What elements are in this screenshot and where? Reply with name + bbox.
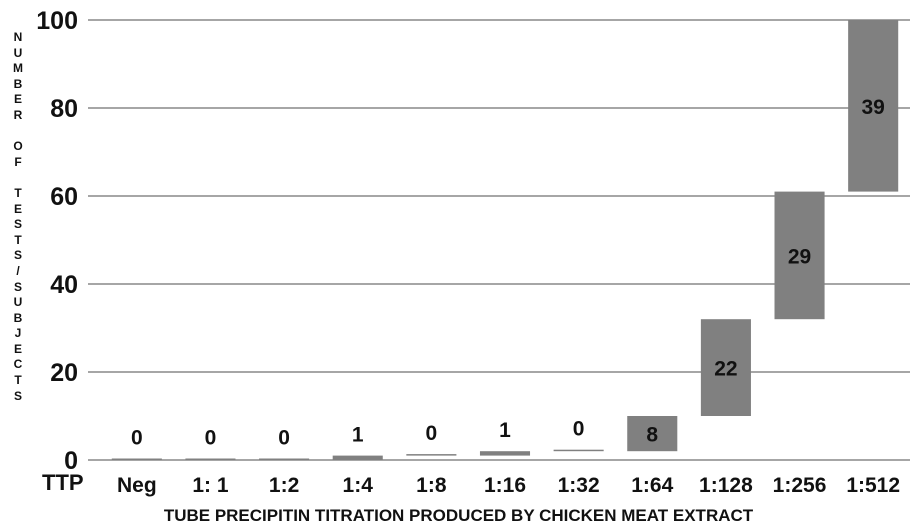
y-tick-label: 40 — [50, 271, 78, 299]
bar-1-256 — [774, 191, 825, 320]
bar-1-32 — [553, 449, 604, 452]
x-tick-label: 1:512 — [846, 474, 900, 497]
y-tick-label: 80 — [50, 95, 78, 123]
bar-1-2 — [259, 458, 310, 460]
data-label: 0 — [131, 427, 143, 450]
x-tick-label: Neg — [117, 474, 157, 497]
bar-1-512 — [848, 20, 899, 192]
x-axis-prefix-label: TTP — [42, 470, 84, 495]
x-tick-label: 1:64 — [631, 474, 673, 497]
x-tick-label: 1: 1 — [192, 474, 229, 497]
data-label: 1 — [499, 419, 511, 442]
bar-1-128 — [700, 319, 751, 416]
bar-1-16 — [479, 451, 531, 456]
y-tick-label: 0 — [64, 447, 78, 475]
x-tick-label: 1:4 — [343, 474, 374, 497]
data-label: 29 — [788, 245, 811, 268]
y-tick-label: 60 — [50, 183, 78, 211]
data-label: 0 — [426, 422, 438, 445]
bar-neg — [111, 458, 162, 460]
x-tick-label: 1:32 — [558, 474, 600, 497]
x-tick-label: 1:16 — [484, 474, 526, 497]
x-tick-label: 1:8 — [416, 474, 447, 497]
x-axis-title: TUBE PRECIPITIN TITRATION PRODUCED BY CH… — [163, 506, 754, 525]
bar-1-64 — [627, 416, 678, 452]
data-label: 0 — [205, 427, 217, 450]
x-tick-label: 1:128 — [699, 474, 753, 497]
data-label: 1 — [352, 424, 364, 447]
y-tick-label: 20 — [50, 359, 78, 387]
bar-1-4 — [332, 455, 383, 460]
bar-1-1 — [185, 458, 236, 460]
x-tick-label: 1:256 — [773, 474, 827, 497]
data-label: 39 — [862, 96, 885, 119]
bar-1-8 — [406, 454, 457, 456]
data-label: 0 — [573, 418, 585, 441]
x-tick-label: 1:2 — [269, 474, 299, 497]
data-label: 8 — [646, 424, 658, 447]
y-tick-label: 100 — [36, 7, 78, 35]
data-label: 22 — [714, 358, 737, 381]
data-label: 0 — [278, 427, 290, 450]
